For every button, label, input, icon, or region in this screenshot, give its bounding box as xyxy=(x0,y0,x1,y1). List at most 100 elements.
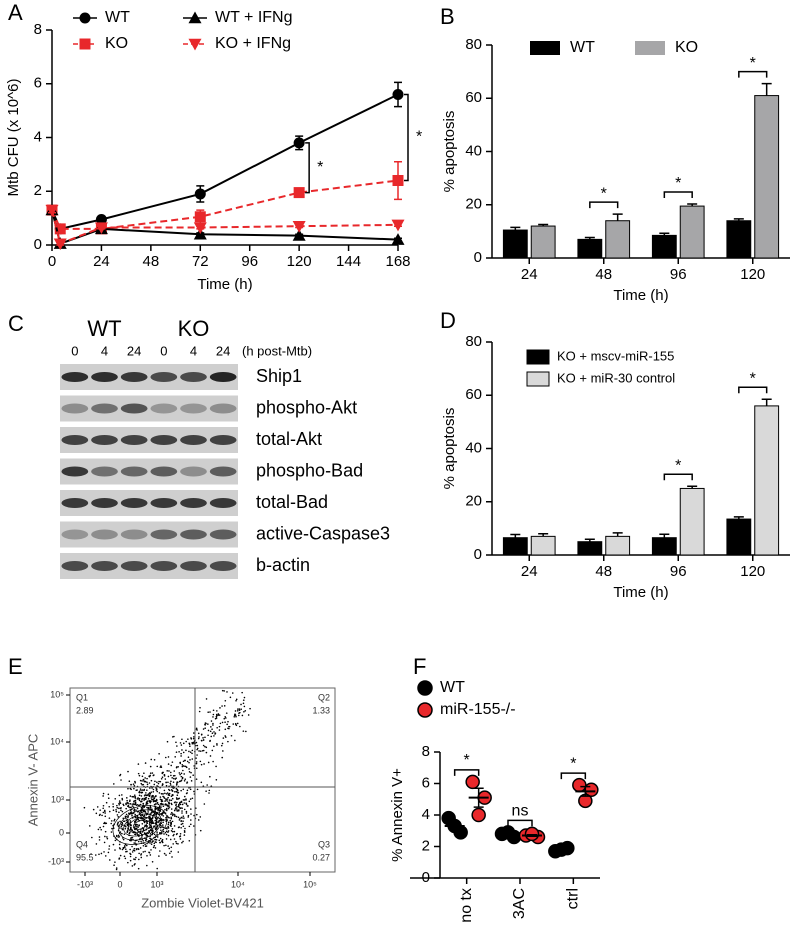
error-bar xyxy=(556,848,567,852)
flow-event xyxy=(144,845,147,848)
flow-event xyxy=(177,797,180,800)
flow-event xyxy=(176,808,178,810)
quadrant-name: Q4 xyxy=(76,839,88,849)
flow-event xyxy=(158,805,161,807)
flow-event xyxy=(183,799,186,801)
flow-event xyxy=(102,825,105,828)
flow-event xyxy=(236,722,239,725)
flow-event xyxy=(184,827,186,830)
flow-event xyxy=(177,851,180,853)
x-tick-label: 0 xyxy=(48,253,56,270)
flow-frame xyxy=(69,687,336,873)
flow-event xyxy=(113,818,116,821)
flow-event xyxy=(108,817,111,819)
flow-event xyxy=(111,827,113,830)
flow-event xyxy=(204,727,206,730)
flow-event xyxy=(136,829,139,832)
flow-event xyxy=(174,814,176,816)
flow-event xyxy=(121,798,124,801)
flow-event xyxy=(156,836,159,838)
flow-event xyxy=(185,810,188,813)
flow-event xyxy=(185,792,188,795)
flow-event xyxy=(141,822,144,825)
flow-event xyxy=(199,760,202,763)
flow-event xyxy=(156,817,159,819)
blot-band xyxy=(120,403,148,414)
flow-event xyxy=(137,818,140,821)
flow-event xyxy=(122,847,125,850)
error-bar xyxy=(659,533,670,538)
flow-contour xyxy=(128,816,152,834)
flow-event xyxy=(224,721,226,723)
blot-strip xyxy=(60,364,238,390)
flow-event xyxy=(175,766,178,768)
flow-event xyxy=(134,823,137,826)
flow-event xyxy=(124,827,127,830)
flow-event xyxy=(108,805,111,808)
flow-event xyxy=(155,813,158,815)
flow-event xyxy=(96,806,99,808)
flow-event xyxy=(129,828,132,831)
flow-event xyxy=(146,800,148,803)
flow-event xyxy=(161,776,164,779)
flow-event xyxy=(103,841,106,844)
flow-event xyxy=(210,720,213,722)
flow-event xyxy=(131,805,134,807)
flow-event xyxy=(110,822,113,825)
flow-event xyxy=(153,833,156,836)
flow-event xyxy=(159,850,161,852)
blot-strip xyxy=(60,395,238,422)
flow-event xyxy=(115,834,118,837)
flow-event xyxy=(178,803,180,806)
flow-event xyxy=(155,807,158,810)
flow-event xyxy=(177,809,180,812)
flow-event xyxy=(149,765,152,768)
quadrant-value: 2.89 xyxy=(76,705,94,715)
flow-event xyxy=(172,834,175,837)
flow-event xyxy=(170,780,172,783)
flow-event xyxy=(118,835,121,838)
flow-event xyxy=(133,858,135,860)
flow-event xyxy=(133,820,136,823)
flow-event xyxy=(183,834,186,836)
flow-event xyxy=(102,811,105,814)
significance-bracket xyxy=(589,201,619,209)
significance-label: * xyxy=(750,55,756,72)
x-tick-label: 3AC xyxy=(511,888,528,919)
flow-event xyxy=(115,810,118,813)
flow-event xyxy=(164,792,166,795)
x-tick-label: 120 xyxy=(740,266,765,283)
blot-band xyxy=(91,498,118,508)
y-axis-label: % apoptosis xyxy=(441,111,458,193)
bar xyxy=(679,205,705,259)
flow-event xyxy=(160,765,162,767)
flow-event xyxy=(134,816,137,819)
flow-event xyxy=(106,837,109,840)
flow-event xyxy=(239,725,241,728)
flow-event xyxy=(153,803,156,806)
y-axis-label: Mtb CFU (x 10^6) xyxy=(5,79,22,197)
panel-label: D xyxy=(440,308,456,333)
flow-event xyxy=(195,757,197,759)
panel-label: B xyxy=(440,4,455,29)
flow-contour xyxy=(123,813,157,837)
flow-event xyxy=(121,832,123,835)
flow-event xyxy=(146,834,148,836)
flow-event xyxy=(146,842,148,845)
flow-event xyxy=(139,779,142,782)
flow-event xyxy=(174,756,176,758)
flow-y-label: Annexin V- APC xyxy=(25,734,40,827)
flow-event xyxy=(173,825,176,827)
flow-event xyxy=(137,772,140,775)
flow-event xyxy=(202,739,205,741)
flow-event xyxy=(163,775,166,777)
flow-event xyxy=(107,851,110,854)
y-axis-label: % Annexin V+ xyxy=(389,768,406,862)
lane-label: 0 xyxy=(160,343,167,358)
flow-event xyxy=(131,851,134,853)
flow-event xyxy=(134,813,137,816)
flow-event xyxy=(212,713,215,716)
flow-event xyxy=(220,744,223,747)
flow-event xyxy=(116,822,119,825)
